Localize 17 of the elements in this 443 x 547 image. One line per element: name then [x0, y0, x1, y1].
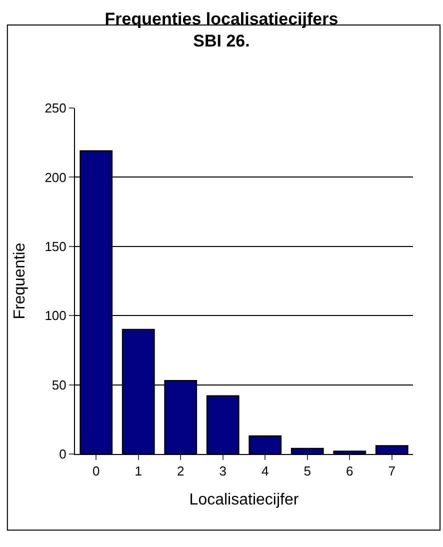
- y-tick-label: 250: [44, 100, 66, 116]
- x-tick-label: 1: [134, 464, 142, 479]
- y-tick-label: 50: [52, 377, 66, 392]
- x-tick-label: 7: [388, 464, 396, 479]
- x-tick-label: 3: [219, 464, 226, 479]
- x-tick-label: 0: [92, 464, 100, 479]
- x-tick-label: 4: [262, 464, 269, 479]
- y-tick-label: 0: [59, 446, 66, 462]
- x-tick-label: 6: [346, 464, 354, 479]
- x-tick-label: 2: [177, 464, 184, 479]
- y-tick-label: 200: [44, 170, 66, 185]
- x-tick-label: 5: [304, 464, 311, 479]
- x-axis-title: Localisatiecijfer: [189, 491, 300, 508]
- y-tick-label: 100: [44, 308, 66, 324]
- chart-title: Frequenties localisatiecijfers SBI 26.: [104, 10, 338, 51]
- y-axis-title: Frequentie: [12, 242, 29, 320]
- y-tick-label: 150: [44, 238, 66, 254]
